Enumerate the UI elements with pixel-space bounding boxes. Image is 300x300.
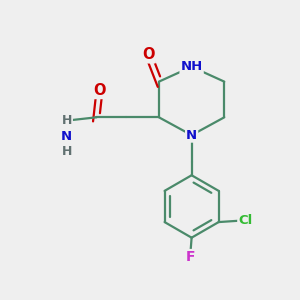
Text: H: H [61, 114, 72, 127]
Text: O: O [142, 47, 155, 62]
Text: N: N [186, 129, 197, 142]
Text: NH: NH [181, 60, 203, 73]
Text: Cl: Cl [238, 214, 253, 227]
Text: O: O [93, 83, 106, 98]
Text: F: F [185, 250, 195, 264]
Text: H: H [61, 145, 72, 158]
Text: N: N [61, 130, 72, 143]
